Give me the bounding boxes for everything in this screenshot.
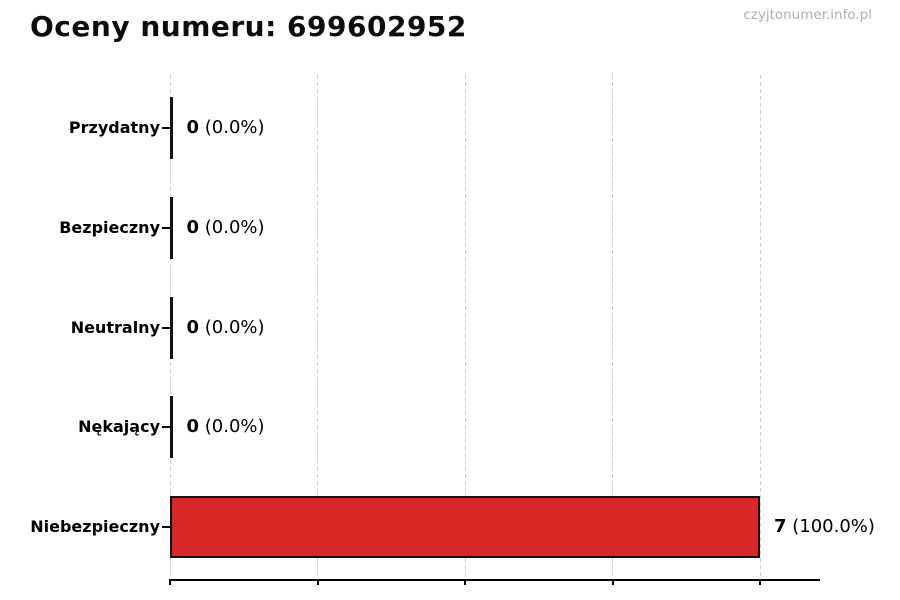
x-axis-tick — [611, 579, 614, 585]
category-label: Neutralny — [70, 317, 160, 337]
value-percent: (100.0%) — [786, 516, 875, 537]
x-axis-line — [170, 579, 820, 581]
y-axis-tick — [162, 526, 170, 528]
value-label: 0 (0.0%) — [187, 415, 265, 439]
y-axis-tick — [162, 226, 170, 229]
gridline — [612, 75, 613, 579]
value-percent: (0.0%) — [199, 416, 265, 438]
bar — [170, 396, 173, 459]
category-label: Przydatny — [68, 118, 160, 137]
y-axis-tick — [162, 127, 170, 129]
category-label: Niebezpieczny — [30, 517, 160, 536]
page-title: Oceny numeru: 699602952 — [30, 10, 467, 43]
value-percent: (0.0%) — [199, 216, 265, 238]
value-label: 0 (0.0%) — [187, 316, 265, 340]
gridline — [759, 75, 761, 579]
value-percent: (0.0%) — [199, 117, 265, 138]
bar — [170, 97, 173, 159]
x-axis-tick — [316, 579, 319, 585]
value-label: 0 (0.0%) — [187, 216, 265, 240]
y-axis-tick — [162, 326, 170, 329]
bar — [170, 496, 760, 558]
value-label: 7 (100.0%) — [774, 515, 875, 539]
bar — [170, 196, 173, 259]
category-label: Nękający — [78, 417, 160, 437]
gridline — [317, 75, 318, 579]
value-label: 0 (0.0%) — [187, 116, 265, 140]
value-count: 0 — [186, 216, 200, 238]
bar — [170, 296, 173, 359]
category-label: Bezpieczny — [59, 217, 160, 237]
gridline — [464, 75, 466, 579]
watermark: czyjtonumer.info.pl — [743, 7, 872, 23]
x-axis-tick — [464, 579, 466, 585]
x-axis-tick — [759, 579, 761, 585]
value-count: 0 — [186, 117, 200, 138]
y-axis-tick — [162, 426, 170, 429]
x-axis-tick — [169, 579, 171, 585]
value-count: 0 — [186, 316, 200, 338]
value-percent: (0.0%) — [199, 316, 265, 338]
value-count: 0 — [186, 416, 200, 438]
value-count: 7 — [774, 516, 787, 537]
